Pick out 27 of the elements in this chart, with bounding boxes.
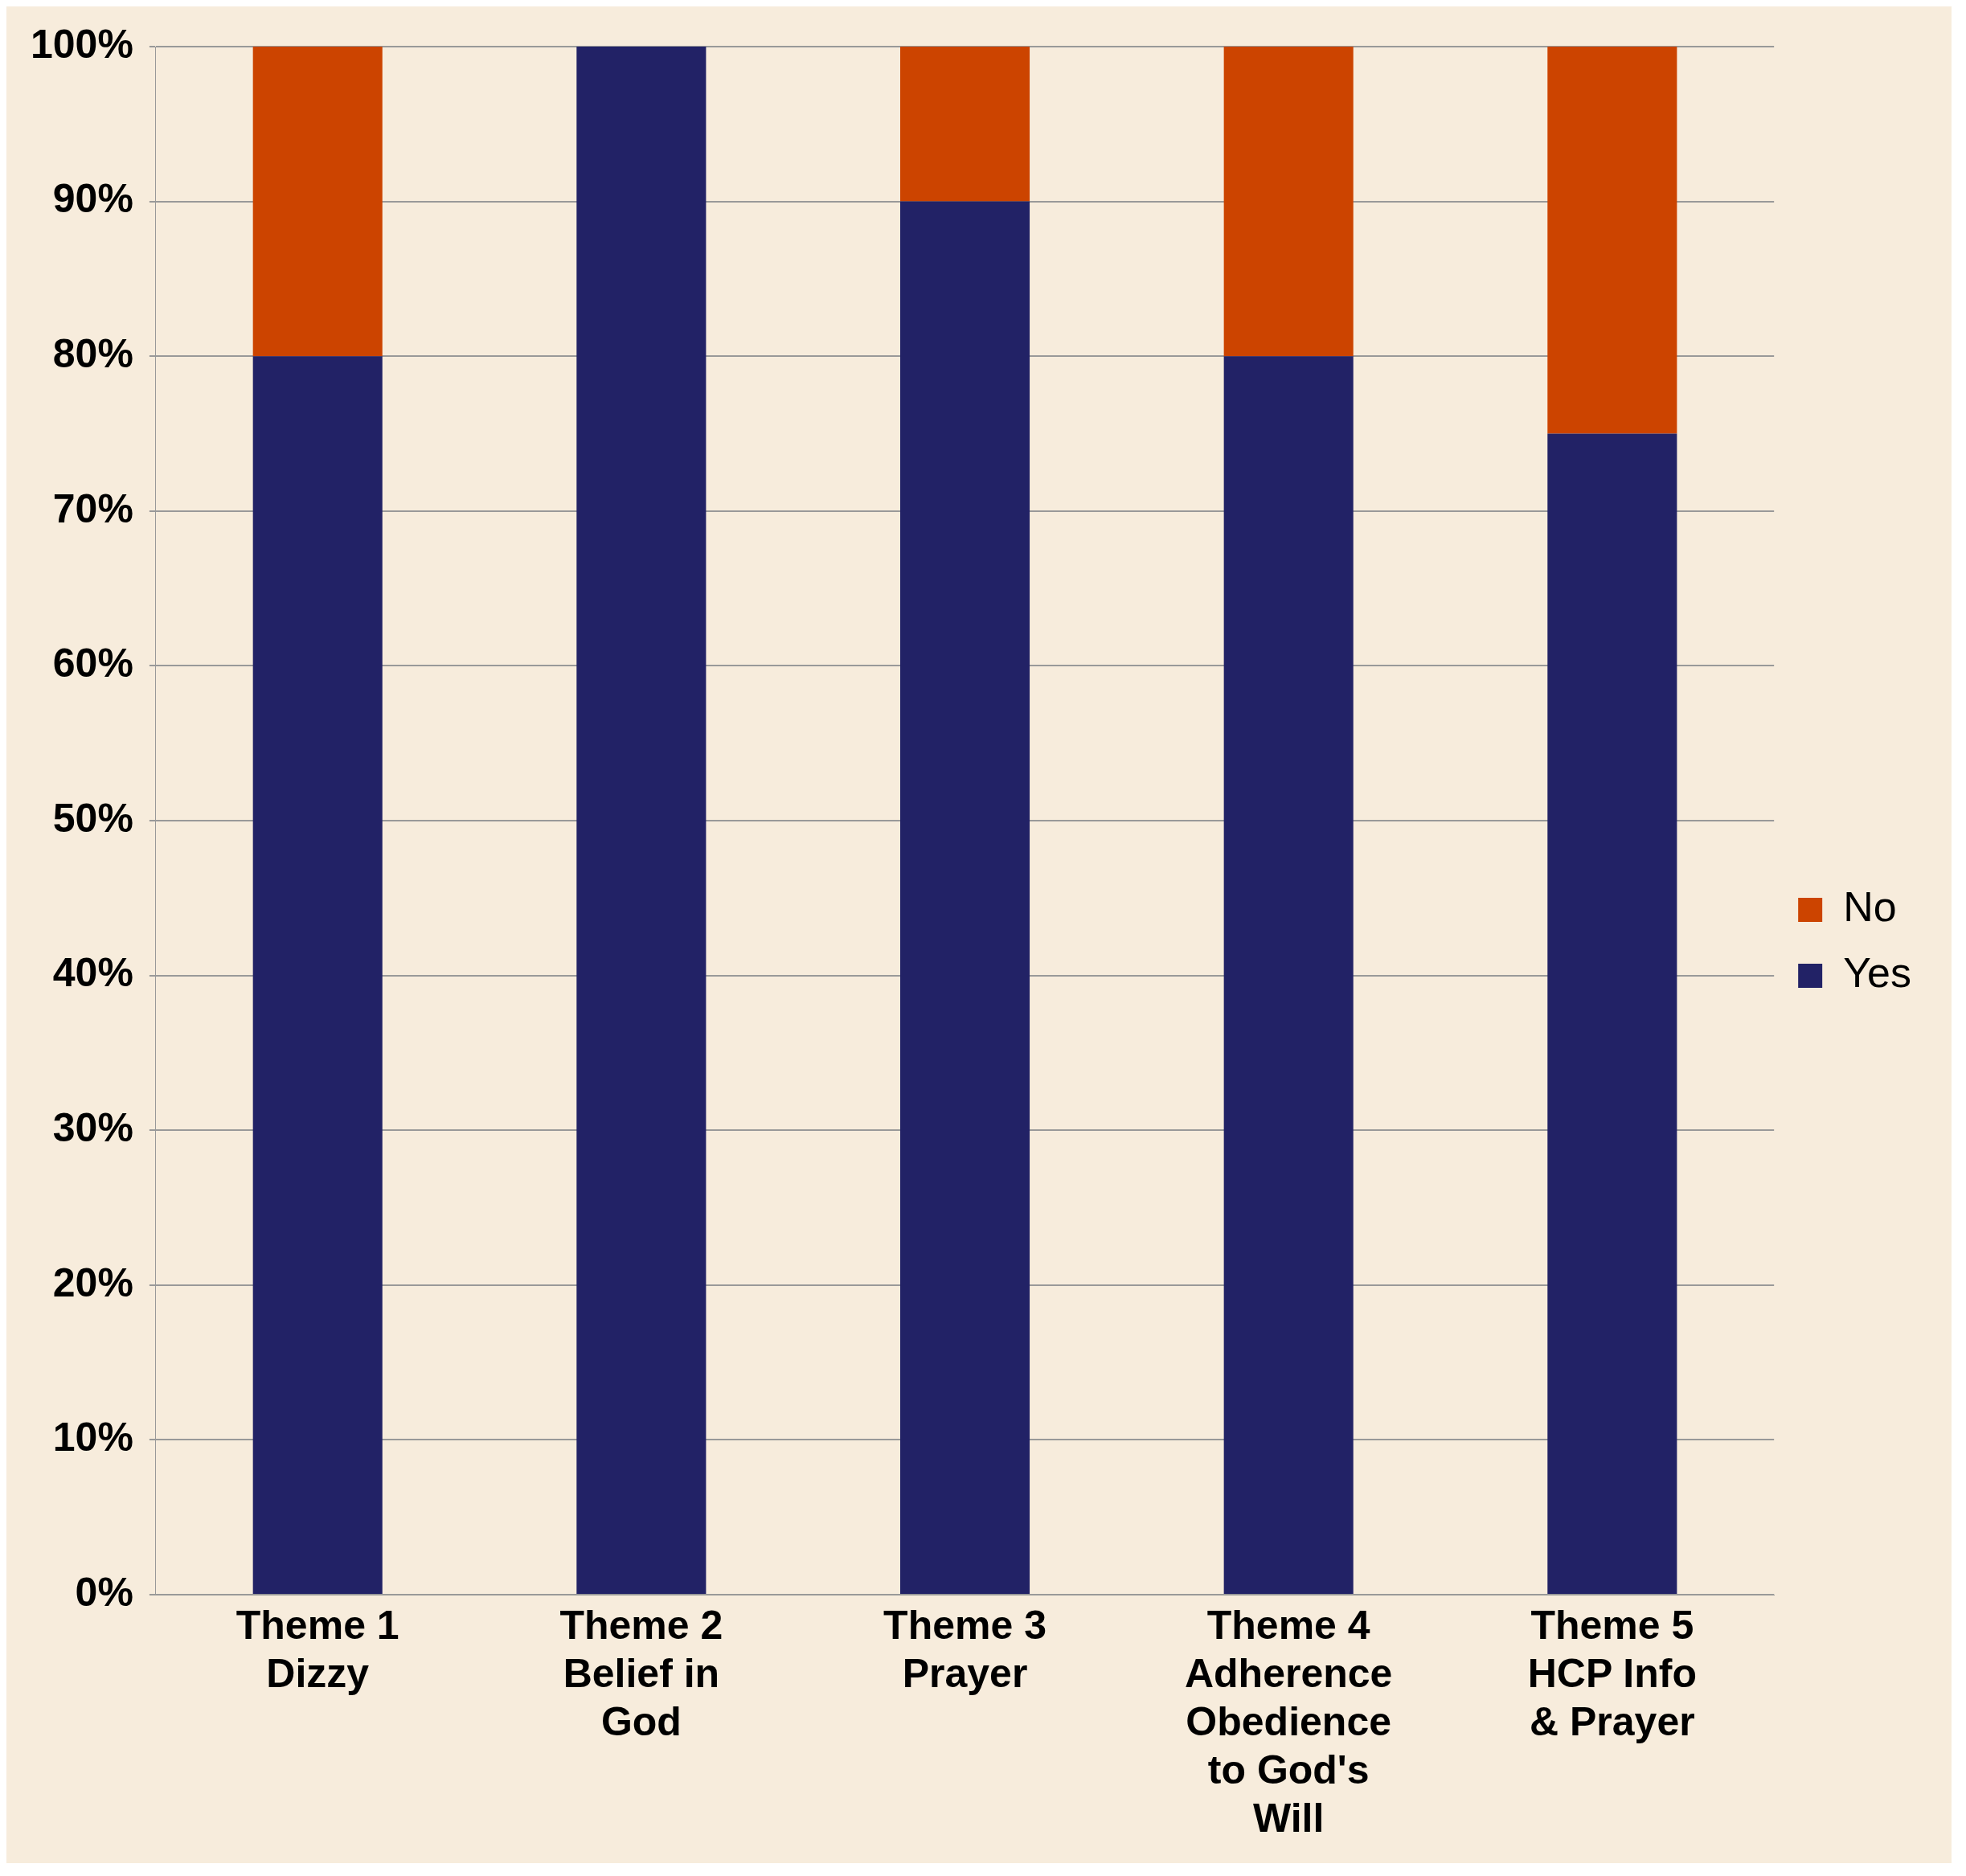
y-tick-label: 30%: [52, 1104, 133, 1150]
legend-label: Yes: [1843, 949, 1912, 997]
y-tick-label: 50%: [52, 795, 133, 841]
bar: [252, 47, 383, 357]
y-tick-label: 20%: [52, 1260, 133, 1305]
bar: [1223, 356, 1354, 1594]
x-tick-label: Theme 1 Dizzy: [236, 1602, 399, 1696]
y-tick-label: 40%: [52, 950, 133, 996]
y-tick-label: 10%: [52, 1415, 133, 1460]
x-tick-label: Theme 5 HCP Info & Prayer: [1527, 1602, 1697, 1744]
y-tick-label: 0%: [75, 1569, 133, 1615]
y-tick-label: 60%: [52, 641, 133, 686]
bar: [1547, 433, 1677, 1594]
x-tick-label: Theme 3 Prayer: [883, 1602, 1046, 1696]
bar: [576, 47, 707, 1594]
bar: [1547, 47, 1677, 434]
y-tick-label: 90%: [52, 176, 133, 222]
x-tick-label: Theme 4 Adherence Obedience to God's Will: [1184, 1602, 1393, 1841]
bar: [899, 47, 1030, 202]
y-tick-label: 80%: [52, 330, 133, 376]
y-tick-label: 100%: [30, 21, 133, 67]
x-tick-label: Theme 2 Belief in God: [559, 1602, 723, 1744]
bar: [1223, 47, 1354, 357]
bar: [899, 201, 1030, 1594]
y-tick-label: 70%: [52, 485, 133, 531]
legend-label: No: [1843, 883, 1897, 931]
bar: [252, 356, 383, 1594]
